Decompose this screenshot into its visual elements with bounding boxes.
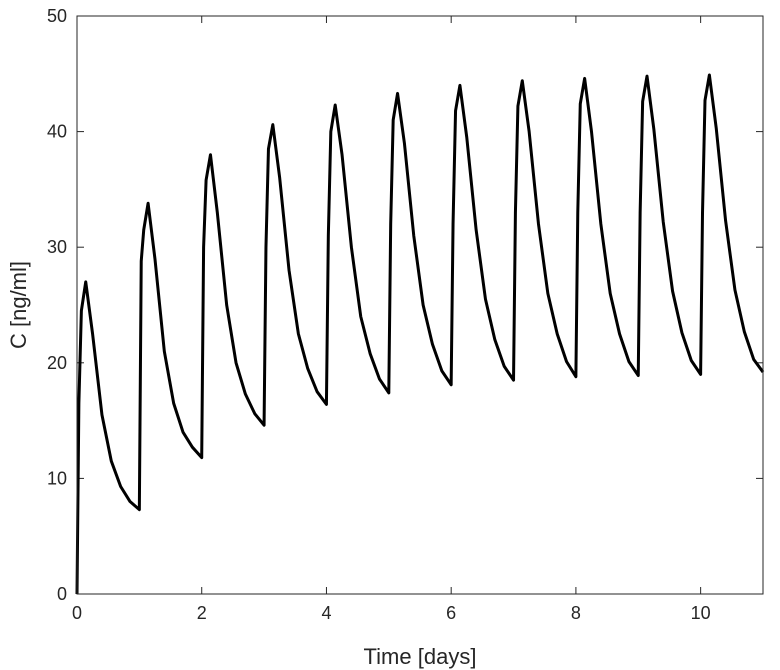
x-tick-label: 0 — [72, 603, 82, 623]
y-axis-label: C [ng/ml] — [6, 261, 31, 349]
x-tick-label: 2 — [197, 603, 207, 623]
x-tick-label: 4 — [321, 603, 331, 623]
plot-background — [77, 16, 763, 594]
x-tick-labels: 0 2 4 6 8 10 — [72, 603, 711, 623]
y-tick-labels: 0 10 20 30 40 50 — [47, 6, 67, 604]
y-tick-label: 0 — [57, 584, 67, 604]
series-line-concentration — [75, 73, 765, 595]
x-axis-label: Time [days] — [364, 644, 477, 669]
x-tick-label: 10 — [691, 603, 711, 623]
y-tick-label: 10 — [47, 468, 67, 488]
x-tick-label: 6 — [446, 603, 456, 623]
y-tick-label: 20 — [47, 353, 67, 373]
plot-frame — [76, 15, 764, 595]
y-tick-label: 40 — [47, 122, 67, 142]
x-tick-label: 8 — [571, 603, 581, 623]
y-tick-label: 30 — [47, 237, 67, 257]
y-tick-label: 50 — [47, 6, 67, 26]
